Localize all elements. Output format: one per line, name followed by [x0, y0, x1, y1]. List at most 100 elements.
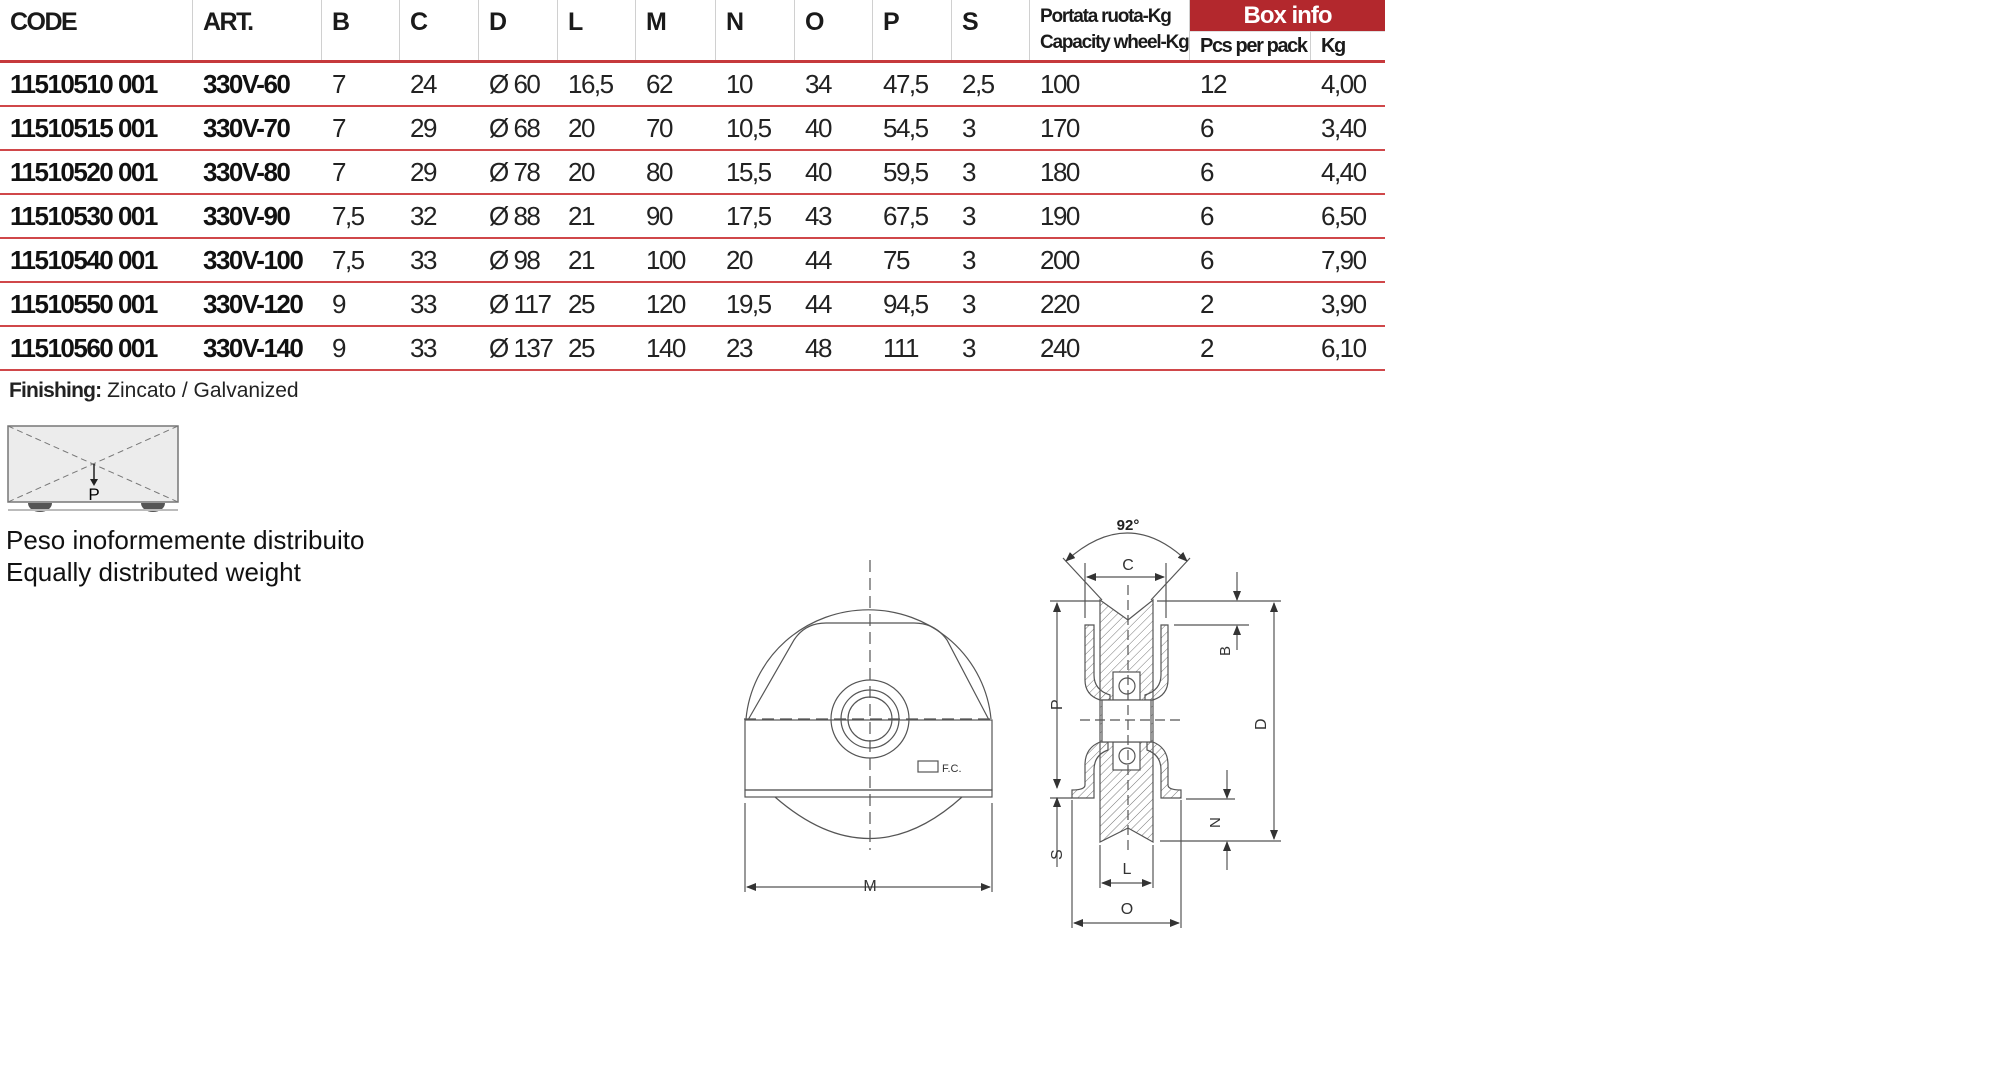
- table-cell: 19,5: [726, 289, 772, 319]
- table-cell: 9: [332, 333, 346, 363]
- side-view: 92° C P S D B N L O: [1049, 517, 1281, 928]
- dim-label-c: C: [1122, 557, 1134, 574]
- table-cell: 70: [646, 113, 673, 143]
- table-cell: 6: [1200, 201, 1214, 231]
- table-cell: 59,5: [883, 157, 929, 187]
- table-cell: 80: [646, 157, 673, 187]
- table-cell: 15,5: [726, 157, 772, 187]
- table-cell: 111: [883, 333, 920, 363]
- table-cell: 11510550 001: [10, 289, 158, 319]
- table-cell: 170: [1040, 113, 1080, 143]
- table-row: 11510540 001 330V-100 7,5 33 Ø 98 21 100 20 44 75…: [0, 239, 1385, 283]
- table-cell: 75: [883, 245, 910, 275]
- front-view: F.C. M: [744, 560, 996, 895]
- table-cell: Ø 60: [489, 69, 541, 99]
- table-cell: 33: [410, 245, 437, 275]
- table-cell: 180: [1040, 157, 1080, 187]
- table-cell: 21: [568, 201, 595, 231]
- capacity-header: Portata ruota-Kg Capacity wheel-Kg: [1030, 0, 1190, 60]
- table-cell: 48: [805, 333, 832, 363]
- column-header-p: P: [873, 0, 952, 60]
- table-cell: 11510560 001: [10, 333, 158, 363]
- finishing-note: Finishing: Zincato / Galvanized: [9, 379, 299, 403]
- table-row: 11510520 001 330V-80 7 29 Ø 78 20 80 15,5 40 59,5…: [0, 151, 1385, 195]
- table-cell: 9: [332, 289, 346, 319]
- product-table: Box info Pcs per pack Kg Portata ruota-K…: [0, 0, 1385, 371]
- dim-label-s: S: [1049, 849, 1066, 860]
- table-cell: 24: [410, 69, 437, 99]
- column-header-code: CODE: [0, 0, 193, 60]
- distributed-weight-en: Equally distributed weight: [6, 557, 301, 587]
- table-cell: 3: [962, 113, 976, 143]
- box-info-header: Box info: [1190, 0, 1385, 31]
- finishing-value: Zincato / Galvanized: [107, 379, 299, 402]
- table-cell: 47,5: [883, 69, 929, 99]
- table-cell: 240: [1040, 333, 1080, 363]
- table-cell: 11510530 001: [10, 201, 158, 231]
- table-cell: 40: [805, 113, 832, 143]
- dim-label-b: B: [1217, 646, 1234, 656]
- column-header-art: ART.: [193, 0, 322, 60]
- angle-label: 92°: [1117, 517, 1140, 534]
- table-cell: 7,90: [1321, 245, 1367, 275]
- column-header-b: B: [322, 0, 400, 60]
- column-header-s: S: [952, 0, 1030, 60]
- table-row: 11510560 001 330V-140 9 33 Ø 137 25 140 23 48 111…: [0, 327, 1385, 371]
- table-row: 11510515 001 330V-70 7 29 Ø 68 20 70 10,5 40 54,5…: [0, 107, 1385, 151]
- table-cell: 2: [1200, 333, 1214, 363]
- table-cell: 7,5: [332, 245, 365, 275]
- table-cell: 21: [568, 245, 595, 275]
- fc-logo-text: F.C.: [942, 763, 962, 775]
- table-cell: 3: [962, 245, 976, 275]
- table-cell: 3: [962, 333, 976, 363]
- table-cell: 3,40: [1321, 113, 1367, 143]
- table-cell: 330V-90: [203, 201, 291, 231]
- table-cell: 10: [726, 69, 753, 99]
- table-cell: 4,40: [1321, 157, 1367, 187]
- table-cell: 120: [646, 289, 686, 319]
- table-row: 11510510 001 330V-60 7 24 Ø 60 16,5 62 10 34 47,5…: [0, 63, 1385, 107]
- table-cell: 16,5: [568, 69, 614, 99]
- table-cell: 11510515 001: [10, 113, 158, 143]
- distributed-weight-it: Peso inoformemente distribuito: [6, 525, 365, 555]
- table-row: 11510530 001 330V-90 7,5 32 Ø 88 21 90 17,5 43 67…: [0, 195, 1385, 239]
- box-kg-header: Kg: [1311, 31, 1385, 60]
- table-cell: 29: [410, 113, 437, 143]
- table-cell: 62: [646, 69, 673, 99]
- table-cell: 17,5: [726, 201, 772, 231]
- column-header-o: O: [795, 0, 873, 60]
- column-header-d: D: [479, 0, 558, 60]
- dim-label-n: N: [1207, 817, 1224, 828]
- table-cell: 20: [726, 245, 753, 275]
- table-cell: 44: [805, 245, 832, 275]
- table-cell: 12: [1200, 69, 1227, 99]
- distributed-load-icon: P: [7, 425, 179, 512]
- table-cell: 200: [1040, 245, 1080, 275]
- capacity-header-it: Portata ruota-Kg: [1040, 6, 1172, 27]
- table-cell: 20: [568, 157, 595, 187]
- table-cell: 54,5: [883, 113, 929, 143]
- table-cell: 190: [1040, 201, 1080, 231]
- column-header-c: C: [400, 0, 479, 60]
- table-cell: 6: [1200, 245, 1214, 275]
- table-cell: 7,5: [332, 201, 365, 231]
- table-cell: Ø 78: [489, 157, 541, 187]
- table-cell: 6: [1200, 113, 1214, 143]
- table-cell: 6,10: [1321, 333, 1367, 363]
- fc-logo-icon: [917, 760, 939, 773]
- table-cell: Ø 88: [489, 201, 541, 231]
- table-cell: 7: [332, 113, 346, 143]
- dim-label-p: P: [1049, 699, 1066, 710]
- table-body: 11510510 001 330V-60 7 24 Ø 60 16,5 62 10 34 47,5…: [0, 63, 1385, 371]
- pcs-per-pack-header: Pcs per pack: [1190, 31, 1311, 60]
- table-cell: 43: [805, 201, 832, 231]
- table-cell: 11510540 001: [10, 245, 158, 275]
- table-cell: 32: [410, 201, 437, 231]
- table-cell: 3: [962, 201, 976, 231]
- column-header-l: L: [558, 0, 636, 60]
- table-cell: 100: [646, 245, 686, 275]
- table-cell: 90: [646, 201, 673, 231]
- dim-label-d: D: [1253, 718, 1270, 730]
- table-cell: 100: [1040, 69, 1080, 99]
